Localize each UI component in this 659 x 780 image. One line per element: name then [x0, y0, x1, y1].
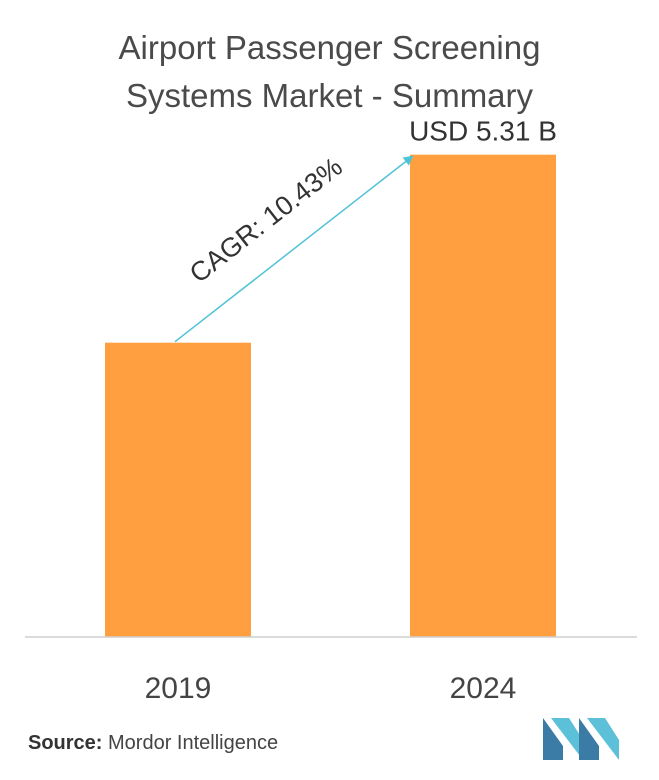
source-label: Source:	[28, 732, 103, 754]
value-label-2024: USD 5.31 B	[409, 116, 557, 147]
x-tick-label-2019: 2019	[145, 672, 212, 705]
chart-title-line-2: Systems Market - Summary	[125, 77, 534, 114]
x-tick-label-2024: 2024	[450, 672, 517, 705]
bar-2024	[410, 154, 556, 638]
bar-2019	[105, 342, 251, 637]
chart-title-line-1: Airport Passenger Screening	[118, 29, 541, 66]
cagr-annotation: CAGR: 10.43%	[184, 151, 348, 288]
mordor-intelligence-logo-icon	[543, 718, 619, 760]
cagr-arrow	[174, 155, 414, 343]
source-note: Source: Mordor Intelligence	[28, 732, 278, 755]
source-text: Mordor Intelligence	[102, 732, 279, 754]
